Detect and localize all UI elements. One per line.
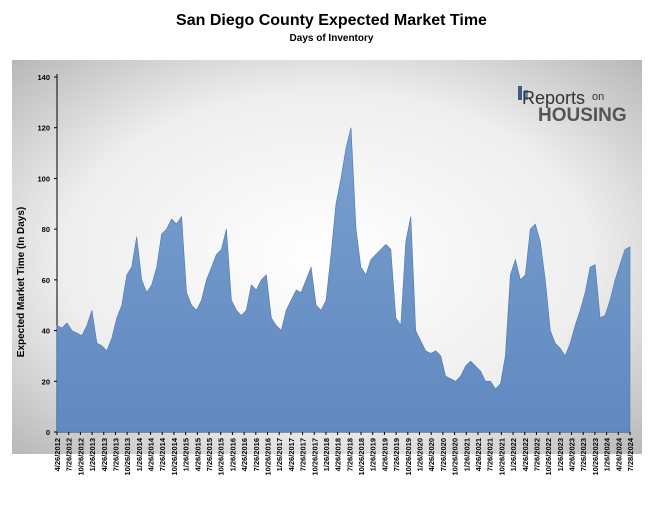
x-tick-label: 10/26/2016 xyxy=(264,438,273,476)
x-tick-label: 4/26/2015 xyxy=(193,438,202,471)
logo-bar-2 xyxy=(524,90,528,100)
x-tick-label: 7/26/2023 xyxy=(579,438,588,471)
x-tick-label: 10/26/2017 xyxy=(310,438,319,476)
x-tick-label: 7/26/2017 xyxy=(299,438,308,471)
x-tick-label: 7/26/2018 xyxy=(345,438,354,471)
x-tick-label: 7/26/2014 xyxy=(158,437,167,471)
y-axis-label: Expected Market Time (In Days) xyxy=(16,207,27,357)
x-tick-label: 10/26/2019 xyxy=(404,438,413,476)
logo-bar-1 xyxy=(518,86,522,100)
x-tick-label: 1/26/2022 xyxy=(509,438,518,471)
x-tick-label: 1/26/2019 xyxy=(369,438,378,471)
x-tick-label: 1/26/2020 xyxy=(416,438,425,471)
x-tick-label: 4/26/2013 xyxy=(100,438,109,471)
x-tick-label: 4/26/2021 xyxy=(474,438,483,471)
y-tick-label: 100 xyxy=(37,174,50,183)
y-tick-label: 120 xyxy=(37,124,50,133)
x-tick-label: 7/26/2022 xyxy=(532,438,541,471)
y-tick-label: 0 xyxy=(46,428,50,437)
x-tick-label: 7/26/2015 xyxy=(205,438,214,471)
x-tick-label: 1/26/2014 xyxy=(135,437,144,471)
logo-text-on: on xyxy=(592,91,604,103)
y-tick-label: 20 xyxy=(42,377,50,386)
x-tick-label: 10/26/2022 xyxy=(544,438,553,476)
x-tick-label: 1/26/2013 xyxy=(88,438,97,471)
x-tick-label: 1/26/2023 xyxy=(556,438,565,471)
x-tick-label: 7/26/2020 xyxy=(439,438,448,471)
x-tick-label: 1/26/2015 xyxy=(182,438,191,471)
x-tick-label: 1/26/2024 xyxy=(603,437,612,471)
chart-title: San Diego County Expected Market Time xyxy=(176,12,487,29)
x-tick-label: 10/26/2023 xyxy=(591,438,600,476)
x-tick-label: 10/26/2021 xyxy=(497,438,506,476)
x-tick-label: 4/26/2019 xyxy=(380,438,389,471)
x-tick-label: 4/26/2023 xyxy=(568,438,577,471)
x-tick-label: 4/26/2016 xyxy=(240,438,249,471)
y-tick-label: 140 xyxy=(37,73,50,82)
x-tick-label: 4/26/2024 xyxy=(614,437,623,471)
x-tick-label: 4/26/2022 xyxy=(521,438,530,471)
series-area xyxy=(56,127,631,433)
x-tick-label: 10/26/2020 xyxy=(451,438,460,476)
x-tick-label: 7/28/2024 xyxy=(626,437,635,471)
x-tick-label: 10/26/2013 xyxy=(123,438,132,476)
x-tick-label: 4/26/2012 xyxy=(53,438,62,471)
x-tick-label: 4/26/2017 xyxy=(287,438,296,471)
y-tick-label: 60 xyxy=(42,276,50,285)
x-tick-label: 7/26/2019 xyxy=(392,438,401,471)
x-tick-label: 10/26/2015 xyxy=(217,438,226,476)
chart-subtitle: Days of Inventory xyxy=(289,33,374,44)
y-tick-label: 80 xyxy=(42,225,50,234)
x-tick-label: 1/26/2016 xyxy=(228,438,237,471)
x-tick-label: 7/26/2013 xyxy=(112,438,121,471)
x-tick-label: 4/26/2018 xyxy=(334,438,343,471)
logo-text-housing: HOUSING xyxy=(538,105,627,126)
x-tick-label: 1/26/2017 xyxy=(275,438,284,471)
x-tick-label: 7/26/2012 xyxy=(65,438,74,471)
x-tick-label: 1/26/2018 xyxy=(322,438,331,471)
x-tick-label: 4/26/2020 xyxy=(427,438,436,471)
x-tick-label: 7/26/2016 xyxy=(252,438,261,471)
x-tick-label: 10/26/2012 xyxy=(76,438,85,476)
logo-text-reports: Reports xyxy=(522,88,585,108)
x-tick-label: 7/26/2021 xyxy=(486,438,495,471)
logo: Reports on HOUSING xyxy=(518,86,627,126)
y-tick-label: 40 xyxy=(42,327,50,336)
x-tick-label: 10/26/2018 xyxy=(357,438,366,476)
x-tick-label: 10/26/2014 xyxy=(170,437,179,475)
x-tick-label: 4/26/2014 xyxy=(147,437,156,471)
x-tick-label: 1/26/2021 xyxy=(462,438,471,471)
